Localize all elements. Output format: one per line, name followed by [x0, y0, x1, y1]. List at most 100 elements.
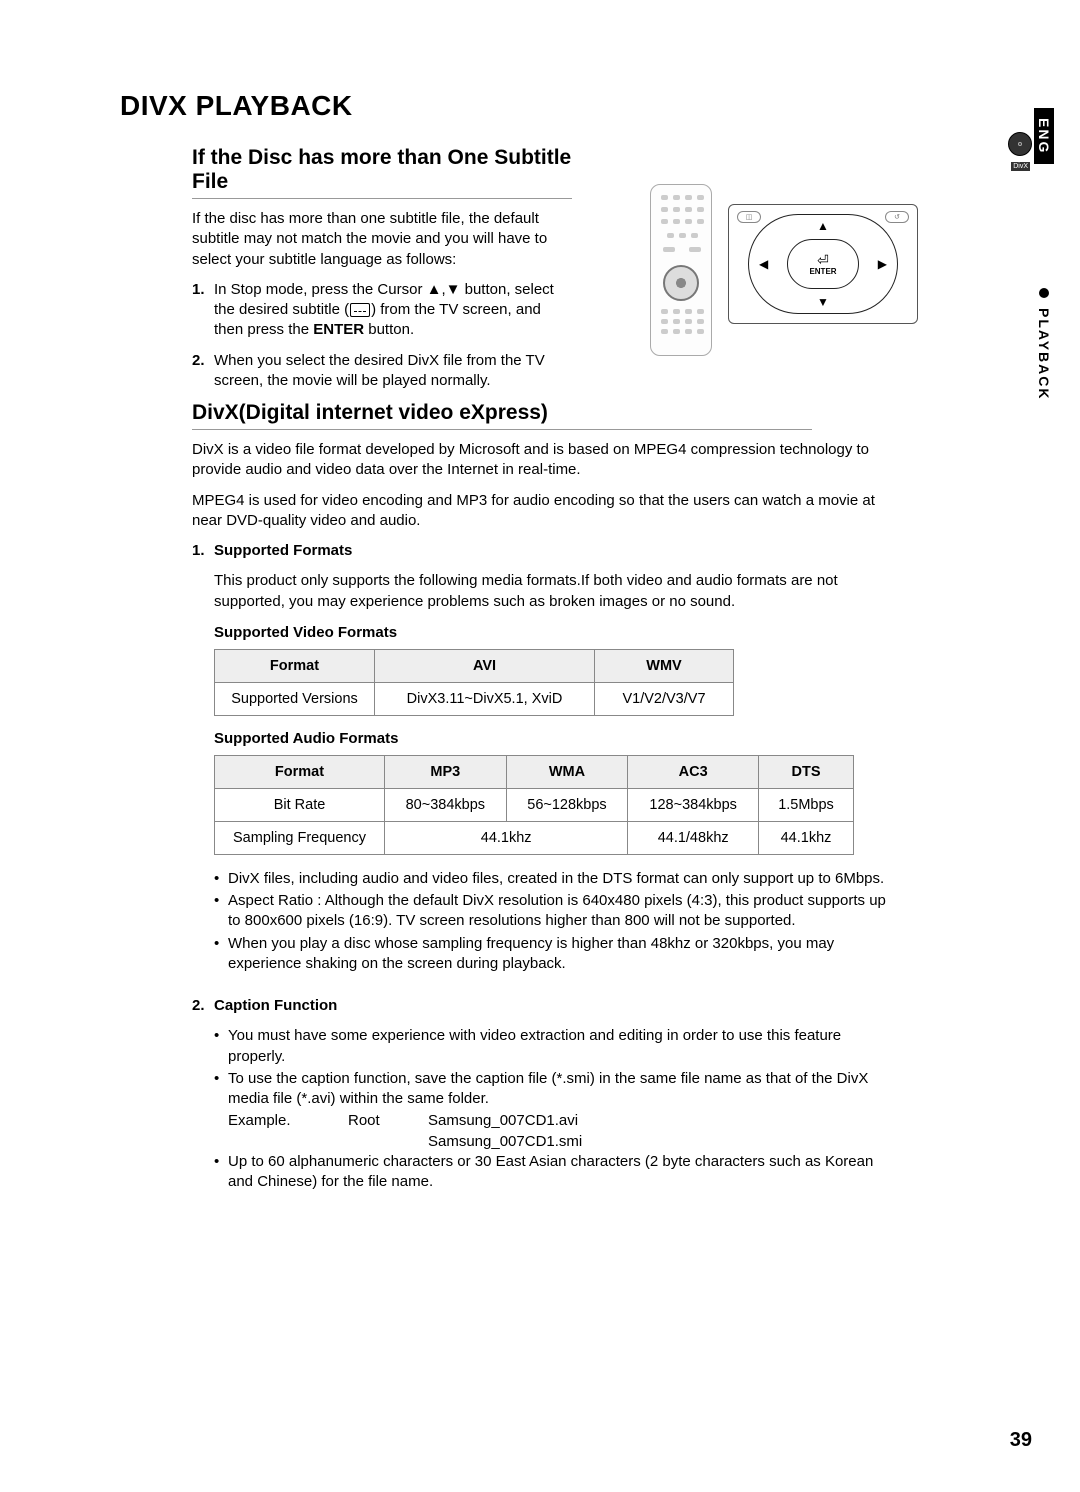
- remote-button-icon: [685, 207, 692, 212]
- enter-button-label: ENTER: [313, 321, 364, 338]
- audio-row-bitrate: Bit Rate: [215, 788, 385, 821]
- step-1: In Stop mode, press the Cursor ▲,▼ butto…: [192, 280, 572, 341]
- audio-bitrate-wma: 56~128kbps: [506, 788, 628, 821]
- example-label-blank: [228, 1132, 348, 1152]
- remote-button-icon: [697, 329, 704, 334]
- audio-col-format: Format: [215, 755, 385, 788]
- tab-section: PLAYBACK: [1034, 274, 1054, 415]
- audio-table-heading: Supported Audio Formats: [214, 730, 900, 747]
- remote-button-icon: [697, 319, 704, 324]
- divx-p1: DivX is a video file format developed by…: [192, 440, 900, 481]
- remote-button-icon: [685, 329, 692, 334]
- video-col-format: Format: [215, 649, 375, 682]
- remote-button-icon: [661, 319, 668, 324]
- remote-button-icon: [661, 329, 668, 334]
- section-heading-divx: DivX(Digital internet video eXpress): [192, 401, 812, 430]
- audio-bitrate-mp3: 80~384kbps: [385, 788, 507, 821]
- caption-bullets-last: Up to 60 alphanumeric characters or 30 E…: [214, 1152, 900, 1193]
- example-row-1: Example. Root Samsung_007CD1.avi: [228, 1111, 900, 1131]
- remote-button-icon: [667, 233, 674, 238]
- audio-formats-table: Format MP3 WMA AC3 DTS Bit Rate 80~384kb…: [214, 755, 854, 855]
- enter-label: ENTER: [809, 267, 836, 276]
- remote-button-icon: [661, 207, 668, 212]
- arrow-up-icon: ▲: [817, 219, 829, 233]
- audio-bitrate-dts: 1.5Mbps: [759, 788, 854, 821]
- audio-sampling-ac3: 44.1/48khz: [628, 821, 759, 854]
- video-cell-wmv: V1/V2/V3/V7: [595, 682, 734, 715]
- audio-col-ac3: AC3: [628, 755, 759, 788]
- divx-badge: DivX: [1011, 162, 1030, 171]
- remote-button-icon: [673, 329, 680, 334]
- arrow-left-icon: ◀: [759, 257, 768, 271]
- step-2: When you select the desired DivX file fr…: [192, 351, 572, 392]
- audio-bitrate-ac3: 128~384kbps: [628, 788, 759, 821]
- page-number: 39: [1010, 1429, 1032, 1452]
- subtitle-file-icon: [350, 303, 370, 317]
- dpad-outer: ▲ ▼ ◀ ▶ ⏎ ENTER: [748, 214, 898, 314]
- note-2: Aspect Ratio : Although the default DivX…: [214, 891, 900, 932]
- audio-col-mp3: MP3: [385, 755, 507, 788]
- tab-lang: ENG: [1034, 108, 1054, 164]
- remote-button-icon: [663, 247, 675, 252]
- disc-icon-center: [1018, 142, 1022, 146]
- video-cell-avi: DivX3.11~DivX5.1, XviD: [375, 682, 595, 715]
- remote-wheel-icon: [663, 265, 699, 301]
- caption-function-title: Caption Function: [214, 997, 337, 1014]
- remote-button-icon: [679, 233, 686, 238]
- remote-button-icon: [697, 219, 704, 224]
- example-file-2: Samsung_007CD1.smi: [428, 1132, 582, 1152]
- divx-p2: MPEG4 is used for video encoding and MP3…: [192, 491, 900, 532]
- remote-button-icon: [661, 309, 668, 314]
- audio-row-sampling: Sampling Frequency: [215, 821, 385, 854]
- remote-button-icon: [673, 219, 680, 224]
- video-col-wmv: WMV: [595, 649, 734, 682]
- format-notes: DivX files, including audio and video fi…: [214, 869, 900, 974]
- section-heading-subtitle: If the Disc has more than One Subtitle F…: [192, 146, 572, 199]
- divx-items-2: Caption Function: [192, 996, 900, 1016]
- example-row-2: Samsung_007CD1.smi: [228, 1132, 900, 1152]
- page-title: DIVX PLAYBACK: [120, 90, 990, 122]
- subtitle-steps: In Stop mode, press the Cursor ▲,▼ butto…: [192, 280, 572, 391]
- dpad-panel: ◫ ↺ ▲ ▼ ◀ ▶ ⏎ ENTER: [728, 204, 918, 324]
- panel-corner-icon: ↺: [885, 211, 909, 223]
- item-supported-formats: Supported Formats: [192, 541, 900, 561]
- remote-button-icon: [673, 319, 680, 324]
- video-row-label: Supported Versions: [215, 682, 375, 715]
- item-caption-function: Caption Function: [192, 996, 900, 1016]
- supported-formats-title: Supported Formats: [214, 542, 352, 559]
- example-root: Root: [348, 1111, 428, 1131]
- remote-button-icon: [697, 309, 704, 314]
- remote-diagram: ◫ ↺ ▲ ▼ ◀ ▶ ⏎ ENTER: [650, 184, 920, 356]
- caption-bullet-2: To use the caption function, save the ca…: [214, 1069, 900, 1110]
- panel-corner-icon: ◫: [737, 211, 761, 223]
- tab-bullet-icon: [1039, 288, 1049, 298]
- remote-outline: [650, 184, 712, 356]
- example-file-1: Samsung_007CD1.avi: [428, 1111, 578, 1131]
- audio-col-dts: DTS: [759, 755, 854, 788]
- audio-col-wma: WMA: [506, 755, 628, 788]
- remote-button-icon: [673, 207, 680, 212]
- remote-button-icon: [685, 195, 692, 200]
- example-label: Example.: [228, 1111, 348, 1131]
- remote-button-icon: [685, 309, 692, 314]
- arrow-down-icon: ▼: [817, 295, 829, 309]
- remote-button-icon: [673, 309, 680, 314]
- side-tab: ENG PLAYBACK: [1034, 108, 1062, 415]
- remote-button-icon: [689, 247, 701, 252]
- arrow-right-icon: ▶: [878, 257, 887, 271]
- example-root-blank: [348, 1132, 428, 1152]
- remote-button-icon: [661, 219, 668, 224]
- supported-formats-desc: This product only supports the following…: [214, 571, 900, 612]
- video-col-avi: AVI: [375, 649, 595, 682]
- enter-icon: ⏎: [817, 253, 829, 267]
- video-formats-table: Format AVI WMV Supported Versions DivX3.…: [214, 649, 734, 716]
- step-1-after: button.: [364, 321, 414, 338]
- caption-bullet-last: Up to 60 alphanumeric characters or 30 E…: [214, 1152, 900, 1193]
- remote-button-icon: [685, 219, 692, 224]
- subtitle-intro: If the disc has more than one subtitle f…: [192, 209, 572, 270]
- video-table-heading: Supported Video Formats: [214, 624, 900, 641]
- remote-button-icon: [691, 233, 698, 238]
- note-1: DivX files, including audio and video fi…: [214, 869, 900, 889]
- remote-button-icon: [673, 195, 680, 200]
- remote-button-icon: [697, 207, 704, 212]
